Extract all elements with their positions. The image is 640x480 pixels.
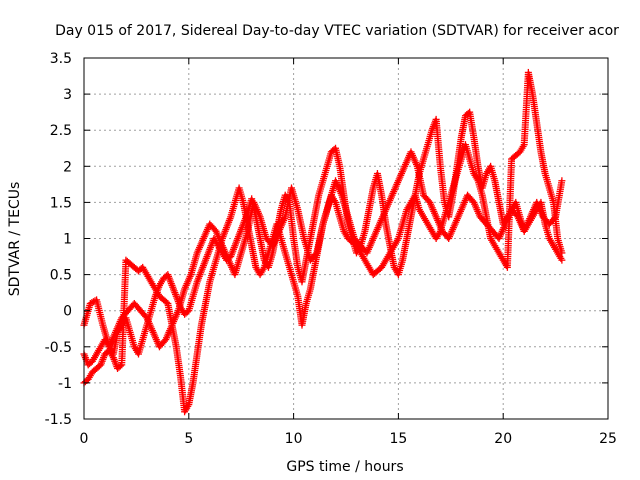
data-layer <box>80 68 566 416</box>
data-point-marker <box>558 256 566 264</box>
data-point-marker <box>116 362 124 370</box>
